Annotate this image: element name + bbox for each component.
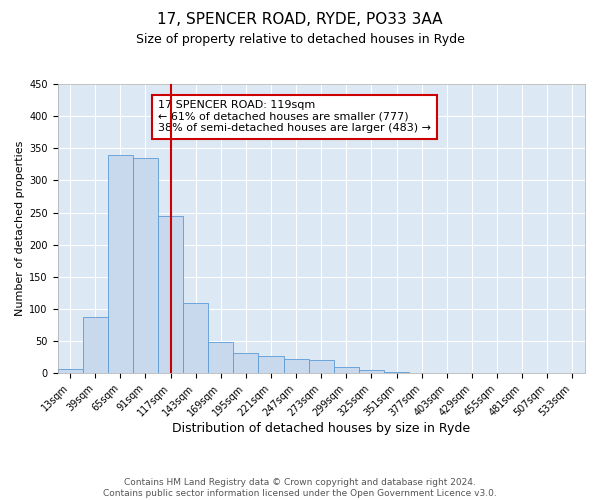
Bar [133, 158, 158, 373]
Y-axis label: Number of detached properties: Number of detached properties [15, 141, 25, 316]
Bar [359, 370, 384, 373]
Bar [560, 372, 585, 373]
Bar [308, 360, 334, 373]
Text: Size of property relative to detached houses in Ryde: Size of property relative to detached ho… [136, 32, 464, 46]
Bar [208, 342, 233, 373]
Bar [158, 216, 183, 373]
Bar [434, 372, 460, 373]
Text: 17 SPENCER ROAD: 119sqm
← 61% of detached houses are smaller (777)
38% of semi-d: 17 SPENCER ROAD: 119sqm ← 61% of detache… [158, 100, 431, 134]
Text: Contains HM Land Registry data © Crown copyright and database right 2024.
Contai: Contains HM Land Registry data © Crown c… [103, 478, 497, 498]
Bar [58, 368, 83, 373]
Bar [108, 154, 133, 373]
Text: 17, SPENCER ROAD, RYDE, PO33 3AA: 17, SPENCER ROAD, RYDE, PO33 3AA [157, 12, 443, 28]
Bar [183, 302, 208, 373]
Bar [83, 316, 108, 373]
Bar [259, 356, 284, 373]
Bar [485, 372, 509, 373]
Bar [233, 352, 259, 373]
Bar [284, 359, 308, 373]
X-axis label: Distribution of detached houses by size in Ryde: Distribution of detached houses by size … [172, 422, 470, 435]
Bar [334, 367, 359, 373]
Bar [409, 372, 434, 373]
Bar [384, 372, 409, 373]
